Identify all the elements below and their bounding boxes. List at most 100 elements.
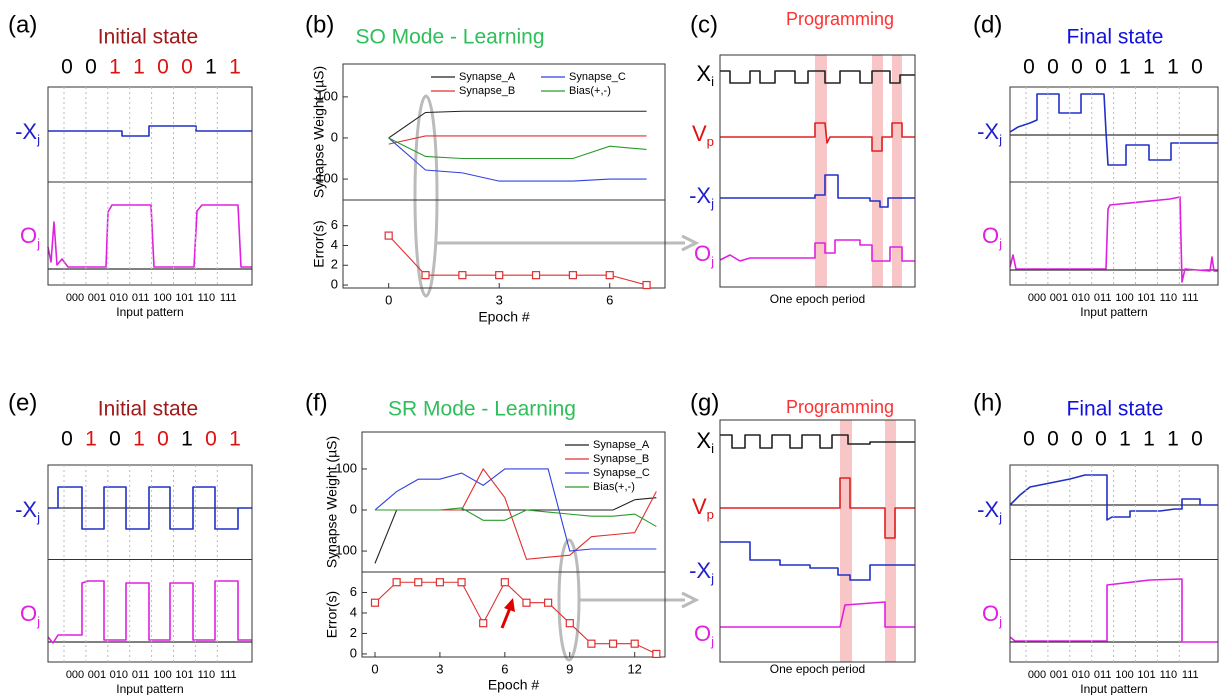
point-marker bbox=[531, 271, 541, 280]
trace-label-main: O bbox=[982, 223, 999, 248]
trace bbox=[1009, 196, 1218, 283]
point-marker bbox=[370, 598, 380, 607]
programming-band bbox=[840, 420, 852, 662]
x-tick-label: 011 bbox=[1094, 292, 1112, 304]
trace-label-main: V bbox=[692, 494, 707, 519]
y-tick-label: 2 bbox=[350, 625, 357, 640]
y-tick-label: 2 bbox=[331, 257, 338, 272]
trace-label-main: -X bbox=[977, 497, 999, 522]
point-marker bbox=[384, 231, 393, 240]
trace-label: Oj bbox=[694, 621, 714, 649]
x-tick-label: 010 bbox=[1072, 669, 1090, 681]
series-line bbox=[388, 110, 647, 139]
y-axis-label: Error(s) bbox=[324, 591, 340, 638]
point-marker bbox=[479, 619, 488, 628]
bit: 1 bbox=[205, 56, 217, 79]
trace bbox=[720, 434, 915, 449]
trace bbox=[47, 580, 252, 644]
panel-label: (g) bbox=[690, 389, 719, 416]
trace-label-sub: j bbox=[710, 254, 714, 269]
point-marker bbox=[392, 578, 401, 587]
x-tick-label: 110 bbox=[1160, 292, 1178, 304]
trace-label: -Xj bbox=[689, 183, 714, 211]
arrow bbox=[500, 607, 512, 629]
trace-label: -Xj bbox=[689, 558, 714, 586]
x-tick-label: 101 bbox=[1137, 292, 1155, 304]
x-tick-label: 111 bbox=[1182, 292, 1199, 304]
legend-label: Synapse_A bbox=[459, 71, 516, 83]
y-tick-label: 100 bbox=[335, 460, 357, 475]
trace-label-sub: i bbox=[711, 74, 714, 89]
trace-label: Xi bbox=[696, 428, 714, 456]
x-tick-label: 101 bbox=[1137, 669, 1155, 681]
plot-frame bbox=[719, 419, 916, 663]
x-tick-label: 001 bbox=[88, 669, 106, 681]
panel-title: Final state bbox=[1067, 26, 1164, 49]
trace-label-sub: j bbox=[36, 236, 40, 251]
x-tick-label: 101 bbox=[175, 292, 193, 304]
x-tick-label: 001 bbox=[1050, 292, 1068, 304]
trace bbox=[720, 541, 915, 581]
x-tick-label: 000 bbox=[1028, 292, 1046, 304]
trace-label-sub: i bbox=[711, 441, 714, 456]
trace bbox=[720, 122, 915, 152]
bit: 1 bbox=[1143, 428, 1155, 451]
trace bbox=[1009, 93, 1218, 166]
bit: 1 bbox=[229, 56, 241, 79]
legend-label: Bias(+,-) bbox=[593, 481, 635, 493]
plot-frame bbox=[342, 199, 666, 289]
chart-title: SR Mode - Learning bbox=[388, 398, 576, 421]
series-line bbox=[388, 235, 647, 286]
trace-label-sub: j bbox=[998, 614, 1002, 629]
trace-label: Oj bbox=[982, 223, 1002, 251]
series-line bbox=[374, 497, 657, 564]
bit: 0 bbox=[157, 428, 169, 451]
point-marker bbox=[652, 649, 661, 659]
bit: 1 bbox=[229, 428, 241, 451]
x-tick-label: 111 bbox=[220, 292, 237, 304]
legend-label: Bias(+,-) bbox=[569, 85, 611, 97]
legend-label: Synapse_B bbox=[593, 453, 649, 465]
trace-label-main: -X bbox=[689, 558, 711, 583]
point-marker bbox=[414, 578, 423, 587]
point-marker bbox=[500, 578, 509, 587]
trace-label: Vp bbox=[692, 121, 714, 149]
x-tick-label: 011 bbox=[1094, 669, 1112, 681]
y-tick-label: 0 bbox=[331, 276, 338, 291]
bit: 0 bbox=[1095, 428, 1107, 451]
trace-label-main: -X bbox=[977, 119, 999, 144]
trace-label: -Xj bbox=[15, 119, 40, 147]
x-tick-label: 001 bbox=[1050, 669, 1068, 681]
trace-label-sub: j bbox=[998, 510, 1002, 525]
trace-label-main: X bbox=[696, 61, 711, 86]
trace-label-main: -X bbox=[15, 497, 37, 522]
trace-label-main: X bbox=[696, 428, 711, 453]
trace-label-sub: p bbox=[707, 134, 714, 149]
point-marker bbox=[608, 639, 618, 648]
x-tick-label: 010 bbox=[110, 669, 128, 681]
panel-label: (h) bbox=[973, 389, 1002, 416]
x-tick-label: 6 bbox=[606, 292, 613, 307]
trace-label-main: V bbox=[692, 121, 707, 146]
x-tick-label: 111 bbox=[220, 669, 237, 681]
trace-label: -Xj bbox=[977, 497, 1002, 525]
trace bbox=[720, 601, 915, 628]
plot-frame bbox=[719, 54, 916, 288]
trace-label: -Xj bbox=[15, 497, 40, 525]
y-axis-label: Synapse Weight (µS) bbox=[311, 66, 327, 198]
x-tick-label: 001 bbox=[88, 292, 106, 304]
x-tick-label: 12 bbox=[627, 661, 641, 676]
point-marker bbox=[544, 598, 553, 607]
bit: 0 bbox=[205, 428, 217, 451]
waveforms-a bbox=[47, 125, 252, 270]
panel-title: Programming bbox=[786, 397, 894, 417]
x-axis-label: Epoch # bbox=[478, 309, 530, 325]
trace-label: Oj bbox=[20, 223, 40, 251]
trace-label-main: O bbox=[694, 621, 711, 646]
x-axis-label: Input pattern bbox=[1080, 682, 1147, 695]
panel-label: (e) bbox=[8, 389, 37, 416]
x-tick-label: 111 bbox=[1182, 669, 1199, 681]
trace bbox=[720, 174, 915, 208]
point-marker bbox=[495, 271, 504, 280]
